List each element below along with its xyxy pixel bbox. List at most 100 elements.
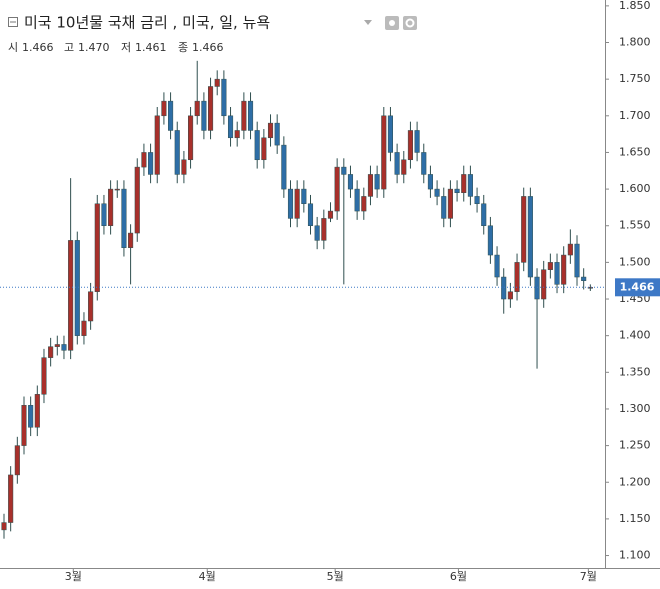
candle-body — [114, 188, 120, 191]
candle-body — [367, 174, 374, 197]
y-tick-label: 1.250 — [619, 439, 651, 452]
candle-body — [48, 346, 54, 358]
candle-body — [74, 240, 80, 336]
candle-body — [68, 240, 74, 351]
candle-body — [294, 188, 300, 219]
candle-body — [134, 166, 140, 234]
candle-body — [507, 291, 513, 300]
candle-body — [274, 122, 280, 146]
y-tick-label: 1.850 — [619, 0, 651, 12]
high-label: 고 — [64, 41, 74, 54]
close-value: 1.466 — [192, 41, 224, 54]
candle-body — [14, 445, 20, 476]
candle-body — [201, 100, 207, 131]
y-tick-label: 1.150 — [619, 512, 651, 525]
x-tick-label: 7월 — [580, 570, 597, 583]
candle-body — [21, 405, 27, 446]
candle-body — [241, 100, 247, 131]
candle-body — [554, 262, 560, 285]
candle-body — [54, 344, 60, 347]
eye-icon-pupil — [389, 20, 395, 26]
open-value: 1.466 — [22, 41, 54, 54]
y-tick-label: 1.600 — [619, 182, 651, 195]
candle-body — [374, 174, 380, 190]
candle-body — [227, 115, 234, 139]
x-tick-label: 4월 — [199, 570, 216, 583]
candle-body — [481, 203, 487, 226]
candle-body — [534, 276, 540, 300]
chart-title: 미국 10년물 국채 금리 , 미국, 일, 뉴욕 — [24, 14, 270, 32]
candle-body — [148, 152, 154, 175]
candle-body — [234, 130, 240, 139]
low-label: 저 — [121, 41, 131, 54]
open-label: 시 — [8, 41, 18, 54]
y-tick-label: 1.350 — [619, 365, 651, 378]
candle-body — [547, 262, 553, 270]
candle-body — [581, 276, 587, 281]
x-tick-label: 5월 — [327, 570, 344, 583]
candle-body — [108, 188, 114, 226]
candle-body — [41, 357, 47, 395]
y-tick-label: 1.550 — [619, 219, 651, 232]
y-tick-label: 1.300 — [619, 402, 651, 415]
y-tick-label: 1.200 — [619, 475, 651, 488]
candle-body — [394, 152, 400, 175]
high-value: 1.470 — [78, 41, 110, 54]
candle-body — [221, 78, 227, 117]
candle-body — [341, 166, 347, 175]
candle-body — [247, 100, 254, 131]
y-tick-label: 1.800 — [619, 36, 651, 49]
last-price-label: 1.466 — [620, 280, 655, 293]
candle-body — [387, 115, 394, 153]
candle-body — [181, 159, 187, 175]
candle-body — [461, 174, 467, 194]
candle-body — [521, 196, 527, 263]
candle-body — [447, 188, 453, 219]
candle-body — [567, 243, 573, 256]
candle-body — [307, 203, 314, 226]
candle-body — [34, 394, 40, 428]
candle-body — [188, 115, 194, 161]
candle-body — [174, 130, 180, 175]
candle-body — [208, 86, 214, 131]
candle-body — [494, 254, 500, 278]
low-value: 1.461 — [135, 41, 167, 54]
y-tick-label: 1.500 — [619, 255, 651, 268]
y-tick-label: 1.100 — [619, 549, 651, 562]
candle-body — [421, 152, 427, 175]
candle-body — [8, 474, 14, 523]
y-tick-label: 1.700 — [619, 109, 651, 122]
candle-body — [301, 188, 307, 204]
candle-body — [347, 174, 354, 190]
candle-body — [574, 243, 580, 278]
candle-body — [154, 115, 160, 175]
candle-body — [281, 144, 287, 190]
candle-body — [101, 203, 107, 226]
candle-body — [527, 196, 533, 278]
candle-body — [401, 159, 407, 175]
settings-icon[interactable] — [403, 16, 417, 30]
x-tick-label: 6월 — [450, 570, 467, 583]
candle-body — [501, 276, 507, 300]
settings-icon-gear — [405, 18, 415, 28]
candle-body — [128, 232, 134, 248]
last-price-box — [615, 278, 660, 297]
candle-body — [427, 174, 433, 190]
candle-body — [61, 344, 67, 351]
candle-body — [88, 291, 94, 322]
candle-body — [414, 130, 420, 153]
candle-body — [467, 174, 473, 197]
candle-body — [407, 130, 413, 161]
dropdown-arrow[interactable] — [364, 20, 372, 25]
candle-body — [168, 100, 174, 131]
candle-body — [321, 218, 327, 241]
candle-body — [514, 262, 520, 292]
candle-body — [161, 100, 167, 117]
candle-body — [214, 78, 220, 87]
collapse-icon — [8, 17, 18, 27]
candle-body — [261, 137, 267, 161]
candle-body — [541, 269, 547, 300]
candle-body — [434, 188, 440, 197]
candle-body — [361, 196, 367, 212]
